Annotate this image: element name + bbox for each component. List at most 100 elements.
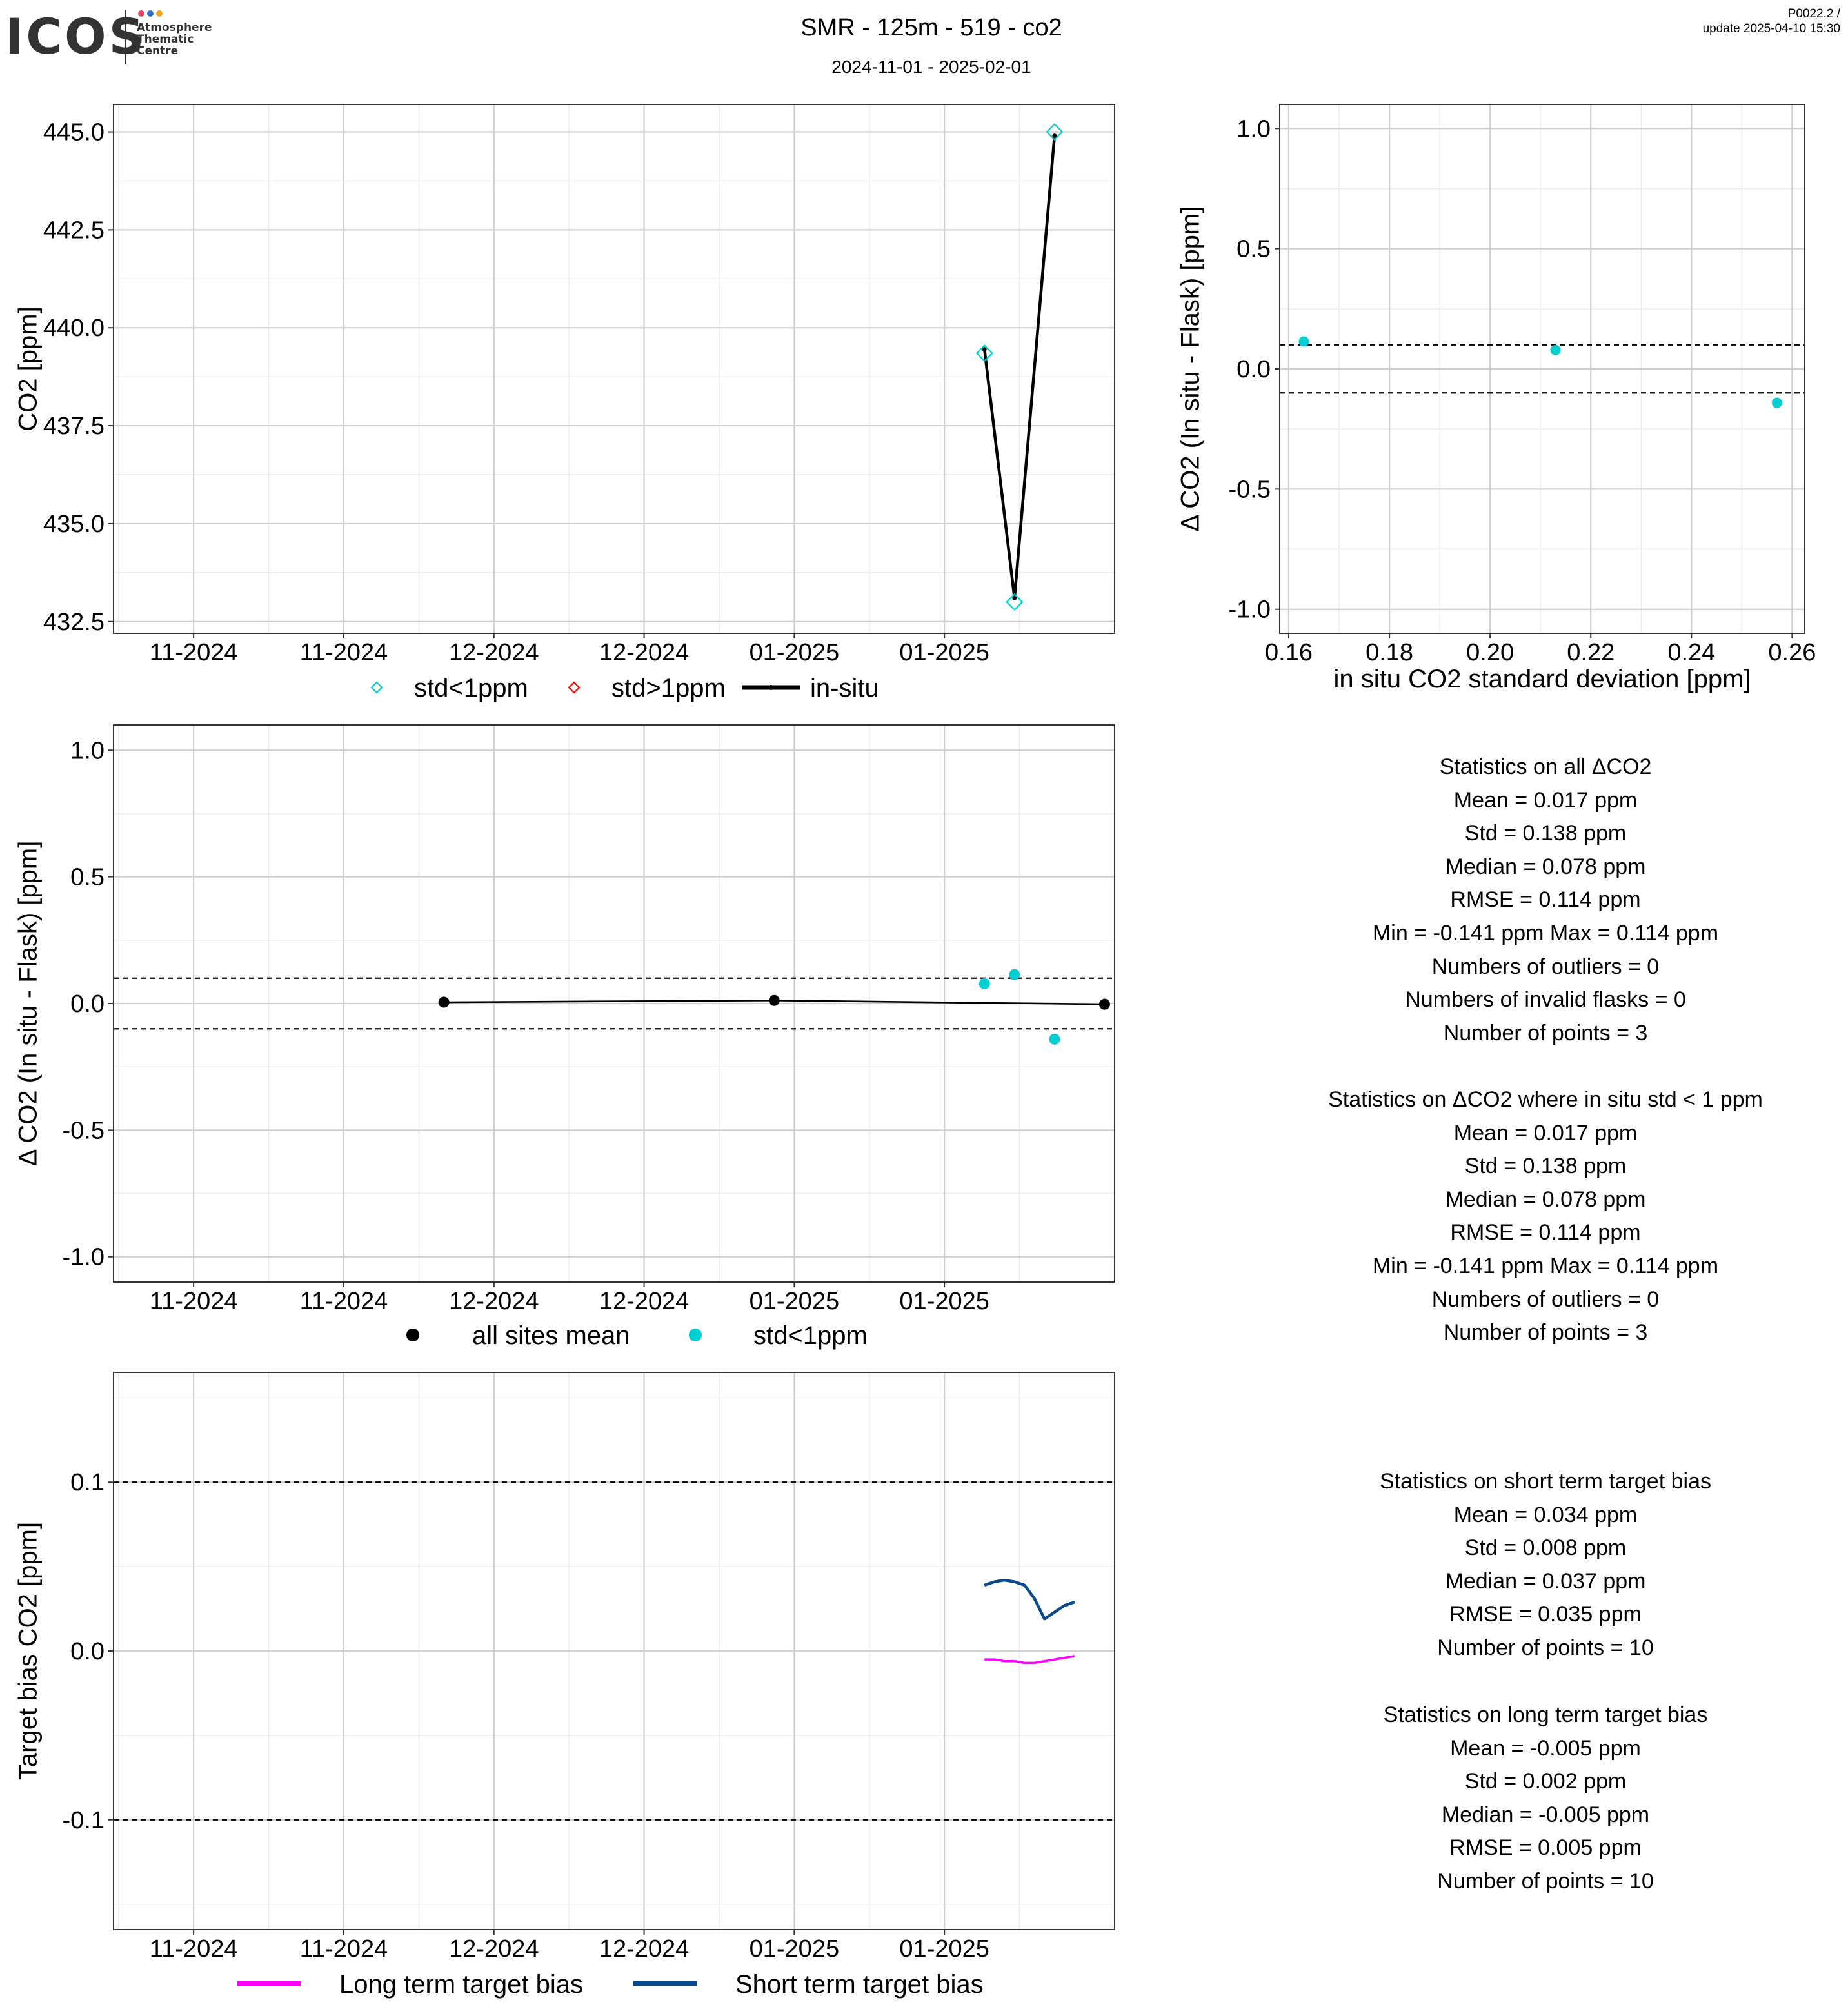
- target-bias-chart-xtick-label-4: 01-2025: [750, 1935, 839, 1963]
- logo-dots: [138, 10, 163, 17]
- target-bias-chart-ytick-label-2: 0.1: [70, 1469, 104, 1496]
- logo-text: ICOS: [5, 8, 147, 65]
- delta-std-chart-xtick-label-1: 0.18: [1366, 639, 1413, 666]
- stats-line: Numbers of invalid flasks = 0: [1405, 987, 1686, 1013]
- delta-std-chart-xtick-label-2: 0.20: [1466, 639, 1514, 666]
- version-info: P0022.2 / update 2025-04-10 15:30: [1703, 6, 1840, 36]
- co2-chart-border: [113, 104, 1115, 634]
- delta-std-chart-xtick-label-5: 0.26: [1768, 639, 1816, 666]
- delta-time-chart-mean-point-0: [438, 996, 450, 1008]
- delta-time-chart-legend-key-0: [406, 1329, 419, 1341]
- logo-subtitle: Atmosphere Thematic Centre: [137, 22, 212, 57]
- stats-line: Min = -0.141 ppm Max = 0.114 ppm: [1372, 1253, 1719, 1278]
- co2-chart-xtick-label-0: 11-2024: [150, 639, 238, 666]
- version-label: P0022.2 /: [1787, 7, 1840, 21]
- delta-std-chart-point-1: [1550, 344, 1561, 355]
- stats-block-3: Statistics on long term target bias Mean …: [1255, 1699, 1836, 1899]
- delta-time-chart-xtick-label-2: 12-2024: [449, 1288, 539, 1315]
- stats-line: Mean = 0.034 ppm: [1453, 1502, 1638, 1527]
- delta-time-chart-mean-point-2: [1098, 998, 1110, 1010]
- page-subtitle: 2024-11-01 - 2025-02-01: [831, 57, 1031, 77]
- co2-chart-ytick-label-3: 440.0: [43, 315, 104, 342]
- co2-chart-xtick-label-2: 12-2024: [449, 639, 539, 666]
- stats-line: Number of points = 10: [1437, 1635, 1654, 1660]
- target-bias-chart-series-0: [984, 1655, 1075, 1665]
- delta-time-chart-legend-label-0: all sites mean: [472, 1321, 630, 1350]
- delta-std-chart-ylabel: Δ CO2 (In situ - Flask) [ppm]: [1177, 206, 1205, 532]
- stats-line: Mean = -0.005 ppm: [1450, 1735, 1641, 1761]
- delta-std-chart-border: [1279, 104, 1805, 634]
- target-bias-chart-series-1: [984, 1578, 1075, 1621]
- co2-chart-flask-point-1: [1006, 593, 1024, 611]
- target-bias-chart-xtick-label-5: 01-2025: [899, 1935, 989, 1963]
- delta-std-chart-xlabel: in situ CO2 standard deviation [ppm]: [1333, 665, 1751, 693]
- delta-time-chart-legend-label-1: std<1ppm: [753, 1321, 868, 1350]
- delta-time-chart-border: [113, 724, 1115, 1283]
- stats-line: RMSE = 0.035 ppm: [1449, 1602, 1642, 1627]
- stats-line: Median = -0.005 ppm: [1441, 1802, 1650, 1827]
- co2-chart-flask-point-2: [1046, 123, 1064, 141]
- delta-time-chart-ytick-label-0: -1.0: [63, 1244, 104, 1271]
- co2-chart-xtick-label-5: 01-2025: [899, 639, 989, 666]
- target-bias-chart-legend-label-0: Long term target bias: [339, 1970, 583, 1999]
- delta-time-chart-xtick-label-0: 11-2024: [150, 1288, 238, 1315]
- stats-line: Std = 0.008 ppm: [1464, 1536, 1627, 1561]
- target-bias-chart-legend-label-1: Short term target bias: [735, 1970, 984, 1999]
- logo-divider: [125, 10, 126, 64]
- target-bias-chart-xtick-label-0: 11-2024: [150, 1935, 238, 1963]
- co2-chart-legend-label-1: std>1ppm: [611, 674, 726, 702]
- stats-line: Number of points = 10: [1437, 1868, 1654, 1893]
- target-bias-chart-xtick-label-1: 11-2024: [300, 1935, 388, 1963]
- delta-std-chart-ytick-label-3: 0.5: [1237, 236, 1271, 263]
- co2-chart-insitu-point-0: [982, 347, 987, 352]
- co2-chart-legend-label-0: std<1ppm: [414, 674, 528, 702]
- logo-dot-1: [138, 10, 144, 17]
- stats-line: Mean = 0.017 ppm: [1453, 1120, 1638, 1145]
- delta-time-chart-flask-point-0: [979, 978, 990, 989]
- delta-time-chart-xtick-label-1: 11-2024: [300, 1288, 388, 1315]
- stats-heading: Statistics on long term target bias: [1383, 1703, 1708, 1727]
- delta-time-chart-flask-point-2: [1049, 1033, 1060, 1045]
- delta-time-chart-xtick-label-4: 01-2025: [750, 1288, 839, 1315]
- delta-time-chart-ytick-label-3: 0.5: [70, 864, 104, 891]
- delta-std-chart-point-2: [1771, 397, 1782, 408]
- stats-line: Std = 0.138 ppm: [1464, 1154, 1627, 1179]
- stats-line: Median = 0.037 ppm: [1445, 1568, 1646, 1594]
- co2-chart-legend-key-2-dot: [768, 685, 773, 690]
- target-bias-chart-ytick-label-0: -0.1: [63, 1807, 104, 1834]
- co2-chart-ytick-label-1: 435.0: [43, 511, 104, 538]
- co2-chart-insitu-point-1: [1012, 595, 1017, 600]
- logo-sub-line-3: Centre: [137, 44, 179, 57]
- co2-chart-insitu-point-2: [1052, 133, 1057, 139]
- delta-std-chart-ytick-label-0: -1.0: [1229, 597, 1271, 624]
- icos-logo: ICOS Atmosphere Thematic Centre: [5, 5, 218, 70]
- delta-time-chart-ytick-label-2: 0.0: [70, 991, 104, 1018]
- stats-line: Median = 0.078 ppm: [1445, 854, 1646, 879]
- stats-line: Std = 0.138 ppm: [1464, 821, 1627, 846]
- co2-chart-flask-point-0: [975, 344, 993, 362]
- delta-std-chart-point-0: [1298, 336, 1309, 347]
- stats-line: Number of points = 3: [1443, 1320, 1648, 1345]
- co2-chart-ylabel: CO2 [ppm]: [14, 306, 43, 431]
- co2-chart-ytick-label-4: 442.5: [43, 217, 104, 244]
- stats-line: RMSE = 0.114 ppm: [1450, 1220, 1641, 1245]
- delta-time-chart-xtick-label-3: 12-2024: [599, 1288, 689, 1315]
- delta-time-chart-flask-point-1: [1009, 969, 1020, 980]
- stats-heading: Statistics on short term target bias: [1380, 1469, 1711, 1494]
- logo-dot-3: [156, 10, 163, 17]
- co2-chart-legend-key-1: [568, 681, 581, 694]
- delta-time-chart-xtick-label-5: 01-2025: [899, 1288, 989, 1315]
- co2-chart-xtick-label-3: 12-2024: [599, 639, 689, 666]
- update-label: update 2025-04-10 15:30: [1702, 22, 1840, 35]
- delta-std-chart-xtick-label-3: 0.22: [1567, 639, 1615, 666]
- stats-block-0: Statistics on all ΔCO2 Mean = 0.017 ppm St…: [1255, 751, 1836, 1050]
- stats-line: RMSE = 0.005 ppm: [1449, 1835, 1642, 1861]
- delta-time-chart-ytick-label-1: -0.5: [63, 1117, 104, 1144]
- stats-line: Min = -0.141 ppm Max = 0.114 ppm: [1372, 920, 1719, 945]
- stats-line: Median = 0.078 ppm: [1445, 1187, 1646, 1212]
- stats-heading: Statistics on all ΔCO2: [1439, 755, 1652, 779]
- co2-chart-legend-key-0: [370, 681, 383, 694]
- logo-dot-2: [147, 10, 154, 17]
- stats-block-1: Statistics on ΔCO2 where in situ std < 1…: [1255, 1083, 1836, 1350]
- delta-time-chart-mean-point-1: [768, 994, 780, 1006]
